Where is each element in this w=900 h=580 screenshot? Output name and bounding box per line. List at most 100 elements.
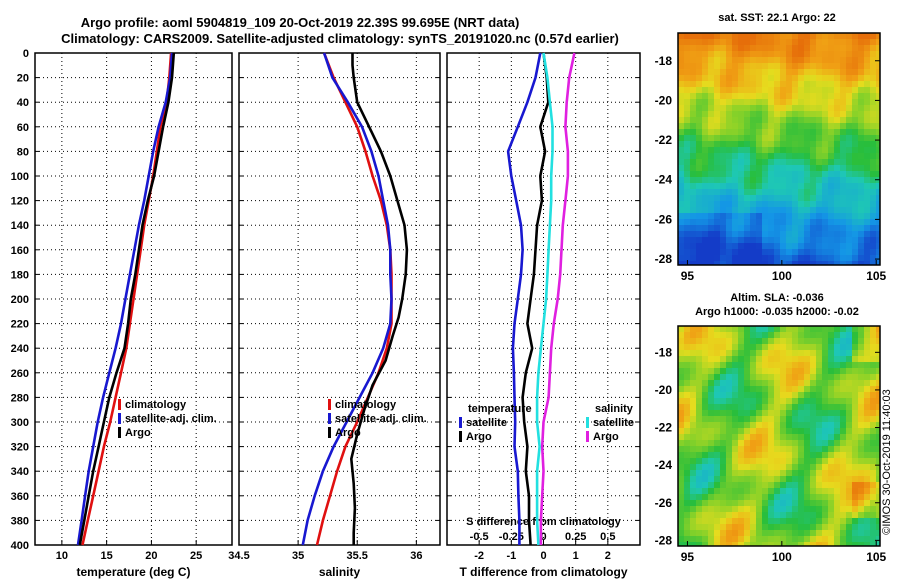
map-cell — [762, 500, 769, 507]
map-cell — [786, 362, 793, 369]
map-cell — [732, 63, 739, 70]
map-cell — [786, 99, 793, 106]
map-cell — [684, 398, 691, 405]
map-cell — [834, 332, 841, 339]
x-tick-label: 25 — [190, 550, 202, 562]
map-cell — [870, 482, 877, 489]
map-cell — [720, 171, 727, 178]
map-cell — [780, 147, 787, 154]
map-cell — [876, 141, 881, 148]
map-cell — [822, 344, 829, 351]
map-cell — [792, 542, 799, 547]
map-cell — [852, 33, 859, 40]
map-cell — [786, 207, 793, 214]
map-cell — [762, 81, 769, 88]
map-cell — [756, 225, 763, 232]
map-cell — [726, 123, 733, 130]
map-cell — [762, 410, 769, 417]
map-cell — [828, 177, 835, 184]
map-cell — [708, 494, 715, 501]
map-cell — [756, 183, 763, 190]
map-cell — [714, 500, 721, 507]
map-cell — [678, 189, 685, 196]
map-cell — [846, 512, 853, 519]
map-cell — [804, 177, 811, 184]
map-cell — [846, 63, 853, 70]
map-cell — [834, 189, 841, 196]
map-cell — [792, 386, 799, 393]
map-cell — [798, 332, 805, 339]
map-cell — [840, 183, 847, 190]
series-line-satellite-adj-clim- — [301, 52, 393, 546]
map-cell — [822, 488, 829, 495]
map-cell — [864, 416, 871, 423]
map-cell — [846, 458, 853, 465]
map-cell — [714, 105, 721, 112]
map-cell — [762, 75, 769, 82]
map-cell — [852, 500, 859, 507]
map-cell — [798, 261, 805, 266]
map-cell — [876, 231, 881, 238]
map-cell — [738, 464, 745, 471]
map-cell — [834, 458, 841, 465]
x-tick-label: 35 — [292, 550, 304, 562]
map-cell — [762, 153, 769, 160]
map-cell — [744, 452, 751, 459]
map-cell — [846, 392, 853, 399]
map-cell — [702, 69, 709, 76]
map-cell — [816, 69, 823, 76]
map-cell — [768, 243, 775, 250]
map-cell — [732, 33, 739, 40]
map-cell — [828, 57, 835, 64]
sst-map-panel: 95 100 105-18-20-22-24-26-28 — [655, 32, 887, 283]
map-cell — [744, 225, 751, 232]
map-cell — [768, 33, 775, 40]
map-cell — [696, 356, 703, 363]
map-cell — [714, 338, 721, 345]
map-cell — [738, 434, 745, 441]
map-cell — [822, 189, 829, 196]
map-cell — [720, 189, 727, 196]
map-cell — [696, 153, 703, 160]
map-cell — [846, 542, 853, 547]
map-cell — [732, 255, 739, 262]
map-cell — [840, 129, 847, 136]
map-cell — [816, 177, 823, 184]
map-cell — [870, 386, 877, 393]
map-cell — [756, 81, 763, 88]
map-cell — [840, 410, 847, 417]
map-cell — [864, 57, 871, 64]
map-cell — [840, 542, 847, 547]
map-cell — [792, 87, 799, 94]
map-cell — [774, 326, 781, 333]
map-cell — [834, 63, 841, 70]
map-cell — [768, 135, 775, 142]
map-cell — [834, 446, 841, 453]
map-cell — [780, 386, 787, 393]
map-cell — [864, 93, 871, 100]
map-cell — [798, 153, 805, 160]
map-cell — [798, 231, 805, 238]
map-cell — [816, 111, 823, 118]
map-cell — [870, 93, 877, 100]
map-cell — [810, 183, 817, 190]
map-cell — [768, 213, 775, 220]
map-cell — [810, 243, 817, 250]
map-cell — [726, 99, 733, 106]
map-cell — [768, 392, 775, 399]
map-cell — [768, 440, 775, 447]
map-cell — [816, 476, 823, 483]
map-cell — [798, 326, 805, 333]
map-cell — [822, 362, 829, 369]
map-cell — [744, 237, 751, 244]
map-cell — [852, 189, 859, 196]
x-tick-label: -1 — [506, 550, 516, 562]
map-cell — [870, 476, 877, 483]
map-cell — [834, 542, 841, 547]
map-cell — [744, 249, 751, 256]
map-cell — [744, 440, 751, 447]
y-tick-label: 80 — [17, 146, 29, 158]
map-cell — [690, 147, 697, 154]
map-cell — [702, 344, 709, 351]
